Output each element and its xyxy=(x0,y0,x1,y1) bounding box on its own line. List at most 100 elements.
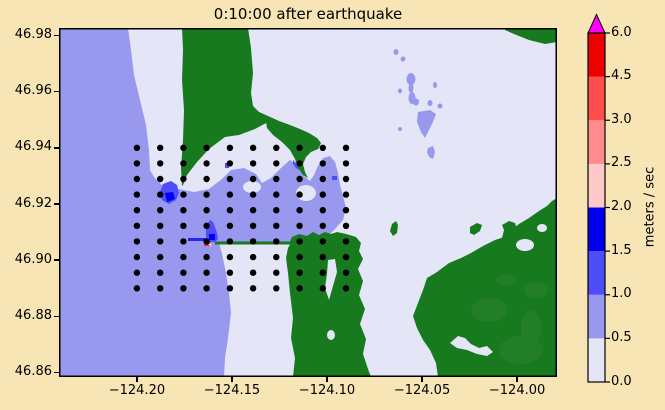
colorbar xyxy=(587,13,610,383)
x-tick-label: −124.20 xyxy=(108,383,166,398)
colorbar-segment xyxy=(588,120,605,164)
x-tick-mark xyxy=(421,377,423,382)
gauge-dot xyxy=(133,238,141,245)
gauge-dot xyxy=(342,144,350,151)
gauge-dot xyxy=(273,207,280,214)
colorbar-axis-label: meters / sec xyxy=(642,166,658,248)
gauge-dot xyxy=(249,253,257,261)
gauge-dot xyxy=(296,207,303,214)
gauge-dot xyxy=(273,160,280,167)
ocean-water-region xyxy=(59,28,346,377)
gauge-dot xyxy=(319,238,326,245)
x-tick-mark xyxy=(136,377,138,382)
gauge-dot xyxy=(342,238,350,245)
island xyxy=(390,221,398,236)
gauge-dot xyxy=(203,207,210,214)
colorbar-tick-label: 0.0 xyxy=(611,373,632,389)
gauge-dot xyxy=(180,175,187,183)
gauge-dot xyxy=(203,222,210,229)
gauge-dot xyxy=(226,175,234,183)
gauge-dot xyxy=(226,191,234,198)
y-tick-mark xyxy=(54,203,59,205)
gauge-dot xyxy=(203,269,210,276)
gauge-dot xyxy=(180,207,187,214)
gauge-dot xyxy=(273,253,280,261)
gauge-dot xyxy=(180,144,187,151)
gauge-dot xyxy=(296,191,303,198)
y-tick-label: 46.96 xyxy=(14,83,52,99)
gauge-dot xyxy=(319,175,326,183)
gauge-dot xyxy=(203,191,210,198)
gauge-dot xyxy=(296,160,303,167)
y-tick-mark xyxy=(54,147,59,149)
gauge-dot xyxy=(157,253,164,261)
gauge-dot xyxy=(133,253,141,261)
y-tick-mark xyxy=(54,315,59,318)
gauge-dot xyxy=(226,238,234,245)
gauge-dot xyxy=(157,269,164,276)
gauge-dot xyxy=(133,191,141,198)
gauge-dot xyxy=(249,175,257,183)
gauge-dot xyxy=(249,222,257,229)
gauge-dot xyxy=(296,269,303,276)
colorbar-tick-label: 1.5 xyxy=(611,242,632,258)
y-tick-mark xyxy=(54,34,59,37)
gauge-dot xyxy=(296,144,303,151)
gauge-dot xyxy=(249,144,257,151)
gauge-dot xyxy=(249,285,257,292)
y-tick-label: 46.88 xyxy=(14,307,52,323)
gauge-dot xyxy=(157,175,164,183)
gauge-dot xyxy=(133,285,141,292)
gauge-dot xyxy=(273,269,280,276)
gauge-dot xyxy=(296,222,303,229)
gauge-dot xyxy=(226,160,234,167)
gauge-dot xyxy=(180,253,187,261)
x-tick-label: −124.15 xyxy=(203,383,261,398)
gauge-dot xyxy=(226,269,234,276)
gauge-dot xyxy=(203,144,210,151)
gauge-dot xyxy=(342,207,350,214)
gauge-dot xyxy=(319,253,326,261)
gauge-dot xyxy=(226,285,234,292)
gauge-dot xyxy=(133,160,141,167)
gauge-dot xyxy=(273,191,280,198)
y-tick-label: 46.98 xyxy=(14,26,52,42)
y-tick-label: 46.94 xyxy=(14,139,52,155)
gauge-dot xyxy=(180,222,187,229)
gauge-dot xyxy=(319,144,326,151)
gauge-dot xyxy=(249,160,257,167)
land-top-right-shore xyxy=(505,28,557,44)
x-tick-label: −124.10 xyxy=(298,383,356,398)
gauge-dot xyxy=(157,222,164,229)
gauge-dot xyxy=(273,238,280,245)
colorbar-tick-label: 4.5 xyxy=(611,68,632,84)
gauge-dot xyxy=(342,285,350,292)
gauge-dot xyxy=(319,160,326,167)
gauge-dot xyxy=(226,222,234,229)
gauge-dot xyxy=(249,191,257,198)
gauge-dot xyxy=(273,222,280,229)
gauge-marker-grid xyxy=(133,144,350,292)
colorbar-segment xyxy=(588,76,605,121)
gauge-dot xyxy=(273,285,280,292)
gauge-dot xyxy=(180,238,187,245)
x-tick-mark xyxy=(326,377,328,382)
colorbar-tick-label: 1.0 xyxy=(611,286,632,302)
plot-title: 0:10:00 after earthquake xyxy=(213,5,403,23)
gauge-dot xyxy=(157,238,164,245)
gauge-dot xyxy=(342,253,350,261)
gauge-dot xyxy=(342,175,350,183)
land-north-peninsula xyxy=(181,28,268,186)
gauge-dot xyxy=(319,207,326,214)
gauge-dot xyxy=(180,191,187,198)
gauge-dot xyxy=(319,191,326,198)
gauge-dot xyxy=(319,269,326,276)
gauge-dot xyxy=(319,285,326,292)
gauge-dot xyxy=(157,207,164,214)
colorbar-tick-label: 0.5 xyxy=(611,329,632,345)
island xyxy=(502,221,517,246)
x-tick-mark xyxy=(231,377,233,382)
island xyxy=(470,223,482,235)
gauge-dot xyxy=(319,222,326,229)
colorbar-segment xyxy=(588,251,605,295)
